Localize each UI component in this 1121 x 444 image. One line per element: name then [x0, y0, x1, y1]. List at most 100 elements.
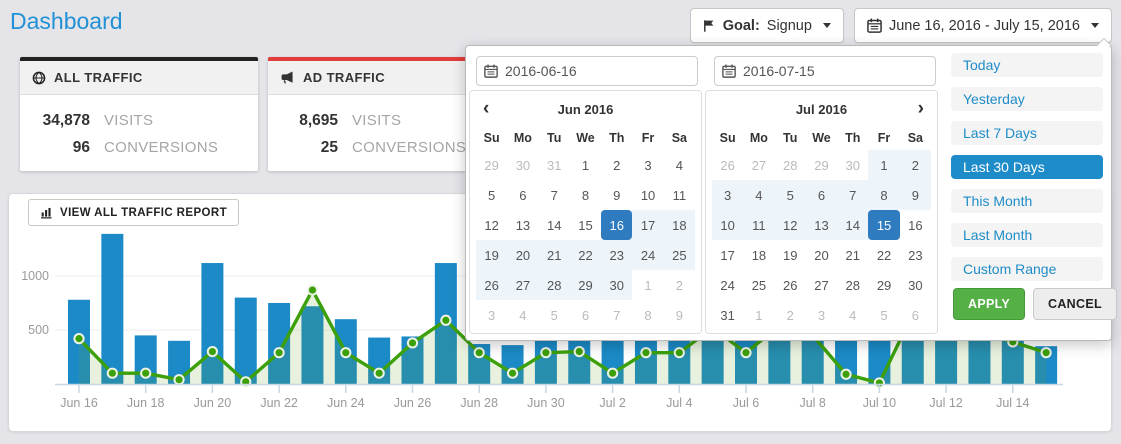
- calendar-day[interactable]: 5: [880, 307, 888, 323]
- calendar-day[interactable]: 9: [613, 187, 621, 203]
- range-item-today[interactable]: Today: [951, 53, 1103, 77]
- prev-month-icon[interactable]: ‹: [483, 98, 490, 119]
- range-item-last-month[interactable]: Last Month: [951, 223, 1103, 247]
- calendar-day[interactable]: 7: [613, 307, 621, 323]
- calendar-day[interactable]: 17: [720, 247, 735, 263]
- next-month-icon[interactable]: ›: [917, 98, 924, 119]
- calendar-day[interactable]: 10: [640, 187, 656, 203]
- calendar-day[interactable]: 22: [876, 247, 892, 263]
- start-date-input[interactable]: [476, 56, 698, 86]
- calendar-day[interactable]: 22: [569, 240, 602, 270]
- calendar-day[interactable]: 20: [814, 247, 829, 263]
- calendar-day[interactable]: 3: [488, 307, 496, 323]
- calendar-day[interactable]: 12: [774, 210, 806, 240]
- calendar-day[interactable]: 23: [601, 240, 633, 270]
- calendar-day[interactable]: 6: [519, 187, 527, 203]
- calendar-day[interactable]: 5: [488, 187, 496, 203]
- calendar-day[interactable]: 30: [515, 157, 531, 173]
- calendar-day[interactable]: 4: [519, 307, 527, 323]
- calendar-day[interactable]: 27: [814, 277, 829, 293]
- calendar-day[interactable]: 31: [546, 157, 562, 173]
- calendar-day[interactable]: 1: [755, 307, 763, 323]
- calendar-day[interactable]: 30: [908, 277, 923, 293]
- calendar-day[interactable]: 16: [601, 210, 633, 240]
- end-date-input[interactable]: [714, 56, 936, 86]
- calendar-day[interactable]: 8: [868, 180, 900, 210]
- calendar-day[interactable]: 19: [476, 240, 508, 270]
- view-all-traffic-report-button[interactable]: VIEW ALL TRAFFIC REPORT: [28, 199, 239, 226]
- calendar-day[interactable]: 7: [550, 187, 558, 203]
- calendar-day[interactable]: 14: [837, 210, 869, 240]
- calendar-day[interactable]: 6: [581, 307, 590, 323]
- calendar-day[interactable]: 14: [546, 217, 562, 233]
- calendar-day[interactable]: 26: [720, 157, 735, 173]
- calendar-day[interactable]: 28: [845, 277, 860, 293]
- calendar-day[interactable]: 21: [845, 247, 860, 263]
- calendar-day[interactable]: 6: [805, 180, 838, 210]
- calendar-day[interactable]: 25: [663, 240, 695, 270]
- calendar-day[interactable]: 9: [675, 307, 683, 323]
- calendar-day[interactable]: 23: [908, 247, 923, 263]
- calendar-day[interactable]: 13: [515, 217, 531, 233]
- calendar-day[interactable]: 30: [845, 157, 860, 173]
- calendar-day[interactable]: 10: [712, 210, 744, 240]
- calendar-day[interactable]: 4: [743, 180, 775, 210]
- calendar-day[interactable]: 4: [675, 157, 683, 173]
- calendar-day[interactable]: 5: [550, 307, 558, 323]
- calendar-day[interactable]: 15: [868, 210, 900, 240]
- range-item-yesterday[interactable]: Yesterday: [951, 87, 1103, 111]
- calendar-day[interactable]: 18: [663, 210, 695, 240]
- calendar-day[interactable]: 24: [720, 277, 735, 293]
- cancel-button[interactable]: CANCEL: [1033, 288, 1117, 320]
- calendar-day[interactable]: 2: [675, 277, 683, 293]
- calendar-day[interactable]: 24: [632, 240, 664, 270]
- calendar-day[interactable]: 3: [644, 157, 652, 173]
- calendar-day[interactable]: 19: [782, 247, 798, 263]
- calendar-day[interactable]: 6: [911, 307, 919, 323]
- calendar-day[interactable]: 30: [601, 270, 633, 300]
- calendar-day[interactable]: 29: [876, 277, 892, 293]
- calendar-day[interactable]: 28: [538, 270, 570, 300]
- calendar-day[interactable]: 15: [578, 217, 593, 233]
- calendar-day[interactable]: 11: [672, 187, 687, 203]
- goal-dropdown[interactable]: Goal: Signup: [689, 8, 844, 43]
- calendar-day[interactable]: 13: [805, 210, 838, 240]
- calendar-day[interactable]: 9: [899, 180, 931, 210]
- calendar-day[interactable]: 5: [774, 180, 806, 210]
- calendar-day[interactable]: 3: [712, 180, 744, 210]
- calendar-day[interactable]: 27: [751, 157, 767, 173]
- calendar-day[interactable]: 8: [581, 187, 590, 203]
- calendar-day[interactable]: 1: [581, 157, 590, 173]
- calendar-day[interactable]: 7: [837, 180, 869, 210]
- calendar-day[interactable]: 12: [484, 217, 499, 233]
- range-item-last-30-days[interactable]: Last 30 Days: [951, 155, 1103, 179]
- calendar-day[interactable]: 29: [569, 270, 602, 300]
- date-range-dropdown[interactable]: June 16, 2016 - July 15, 2016: [853, 8, 1112, 43]
- calendar-day[interactable]: 2: [613, 157, 621, 173]
- calendar-day[interactable]: 18: [751, 247, 767, 263]
- calendar-day[interactable]: 21: [538, 240, 570, 270]
- calendar-day[interactable]: 1: [644, 277, 652, 293]
- calendar-day[interactable]: 26: [476, 270, 508, 300]
- calendar-day[interactable]: 11: [743, 210, 775, 240]
- calendar-day[interactable]: 1: [868, 150, 900, 180]
- calendar-day[interactable]: 20: [507, 240, 539, 270]
- calendar-day[interactable]: 16: [908, 217, 923, 233]
- range-item-last-7-days[interactable]: Last 7 Days: [951, 121, 1103, 145]
- apply-button[interactable]: APPLY: [953, 288, 1026, 320]
- calendar-day[interactable]: 25: [751, 277, 767, 293]
- range-item-this-month[interactable]: This Month: [951, 189, 1103, 213]
- calendar-day[interactable]: 8: [644, 307, 652, 323]
- calendar-day[interactable]: 2: [786, 307, 794, 323]
- calendar-day[interactable]: 28: [782, 157, 798, 173]
- calendar-day[interactable]: 2: [899, 150, 931, 180]
- calendar-day[interactable]: 26: [782, 277, 798, 293]
- calendar-day[interactable]: 4: [849, 307, 857, 323]
- calendar-day[interactable]: 17: [632, 210, 664, 240]
- calendar-day[interactable]: 27: [507, 270, 539, 300]
- calendar-day[interactable]: 3: [817, 307, 826, 323]
- calendar-day[interactable]: 31: [720, 307, 735, 323]
- calendar-day[interactable]: 29: [484, 157, 499, 173]
- range-item-custom-range[interactable]: Custom Range: [951, 257, 1103, 281]
- calendar-day[interactable]: 29: [814, 157, 829, 173]
